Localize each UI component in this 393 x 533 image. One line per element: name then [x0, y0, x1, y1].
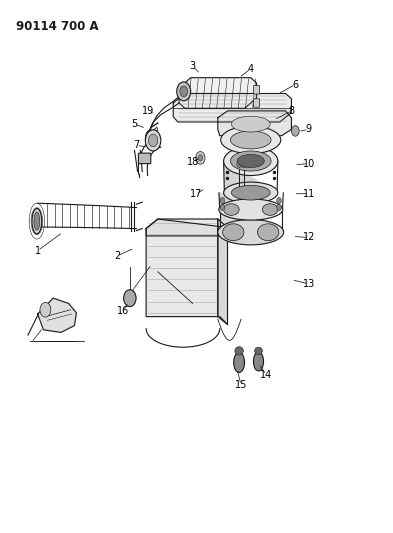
Circle shape	[220, 197, 225, 204]
Ellipse shape	[253, 352, 264, 371]
Circle shape	[124, 290, 136, 306]
Circle shape	[177, 82, 191, 101]
Text: 5: 5	[131, 119, 138, 129]
Polygon shape	[146, 219, 218, 317]
Ellipse shape	[224, 204, 239, 215]
Text: 2: 2	[114, 251, 120, 261]
Ellipse shape	[263, 204, 278, 215]
Text: 15: 15	[235, 380, 247, 390]
Polygon shape	[219, 192, 283, 209]
Ellipse shape	[234, 352, 244, 373]
Polygon shape	[218, 111, 292, 136]
Text: 13: 13	[303, 279, 315, 289]
Ellipse shape	[34, 212, 40, 230]
FancyBboxPatch shape	[253, 86, 260, 94]
Circle shape	[196, 151, 205, 164]
Circle shape	[241, 161, 246, 168]
Text: 3: 3	[189, 61, 196, 71]
Polygon shape	[146, 127, 158, 138]
Circle shape	[277, 197, 281, 204]
Polygon shape	[224, 161, 277, 192]
Ellipse shape	[257, 224, 279, 241]
FancyBboxPatch shape	[253, 99, 260, 107]
Text: 18: 18	[187, 157, 200, 167]
Text: 6: 6	[292, 79, 298, 90]
Text: 10: 10	[303, 159, 315, 168]
Ellipse shape	[224, 147, 278, 175]
Ellipse shape	[231, 185, 270, 200]
Text: 17: 17	[190, 189, 203, 199]
Circle shape	[237, 161, 241, 168]
Circle shape	[145, 130, 161, 151]
Text: 12: 12	[303, 232, 315, 243]
Circle shape	[149, 134, 158, 147]
Ellipse shape	[235, 346, 243, 355]
Circle shape	[220, 204, 225, 211]
Text: 9: 9	[306, 124, 312, 134]
Text: 1: 1	[35, 246, 41, 256]
Polygon shape	[38, 298, 76, 333]
Polygon shape	[220, 209, 282, 232]
Circle shape	[180, 86, 187, 96]
Ellipse shape	[32, 208, 42, 234]
Text: 14: 14	[260, 369, 272, 379]
Polygon shape	[179, 78, 257, 108]
Text: 19: 19	[142, 106, 154, 116]
Ellipse shape	[230, 151, 271, 171]
Text: 7: 7	[133, 140, 140, 150]
Ellipse shape	[255, 347, 263, 354]
Polygon shape	[146, 219, 228, 236]
Circle shape	[40, 302, 51, 317]
Text: 90114 700 A: 90114 700 A	[17, 20, 99, 33]
Text: 8: 8	[288, 106, 294, 116]
Ellipse shape	[230, 131, 271, 149]
Ellipse shape	[237, 155, 264, 167]
Ellipse shape	[223, 224, 244, 241]
Ellipse shape	[224, 182, 278, 203]
Text: 11: 11	[303, 189, 315, 199]
Polygon shape	[173, 93, 292, 122]
Circle shape	[292, 126, 299, 136]
Circle shape	[277, 204, 281, 211]
FancyBboxPatch shape	[138, 153, 151, 164]
Text: 4: 4	[248, 64, 254, 74]
Polygon shape	[218, 219, 228, 325]
Ellipse shape	[145, 131, 151, 142]
Circle shape	[198, 155, 203, 161]
Ellipse shape	[218, 220, 284, 245]
Ellipse shape	[219, 199, 283, 220]
Ellipse shape	[231, 116, 270, 132]
Text: 16: 16	[117, 306, 129, 316]
Ellipse shape	[221, 126, 281, 154]
